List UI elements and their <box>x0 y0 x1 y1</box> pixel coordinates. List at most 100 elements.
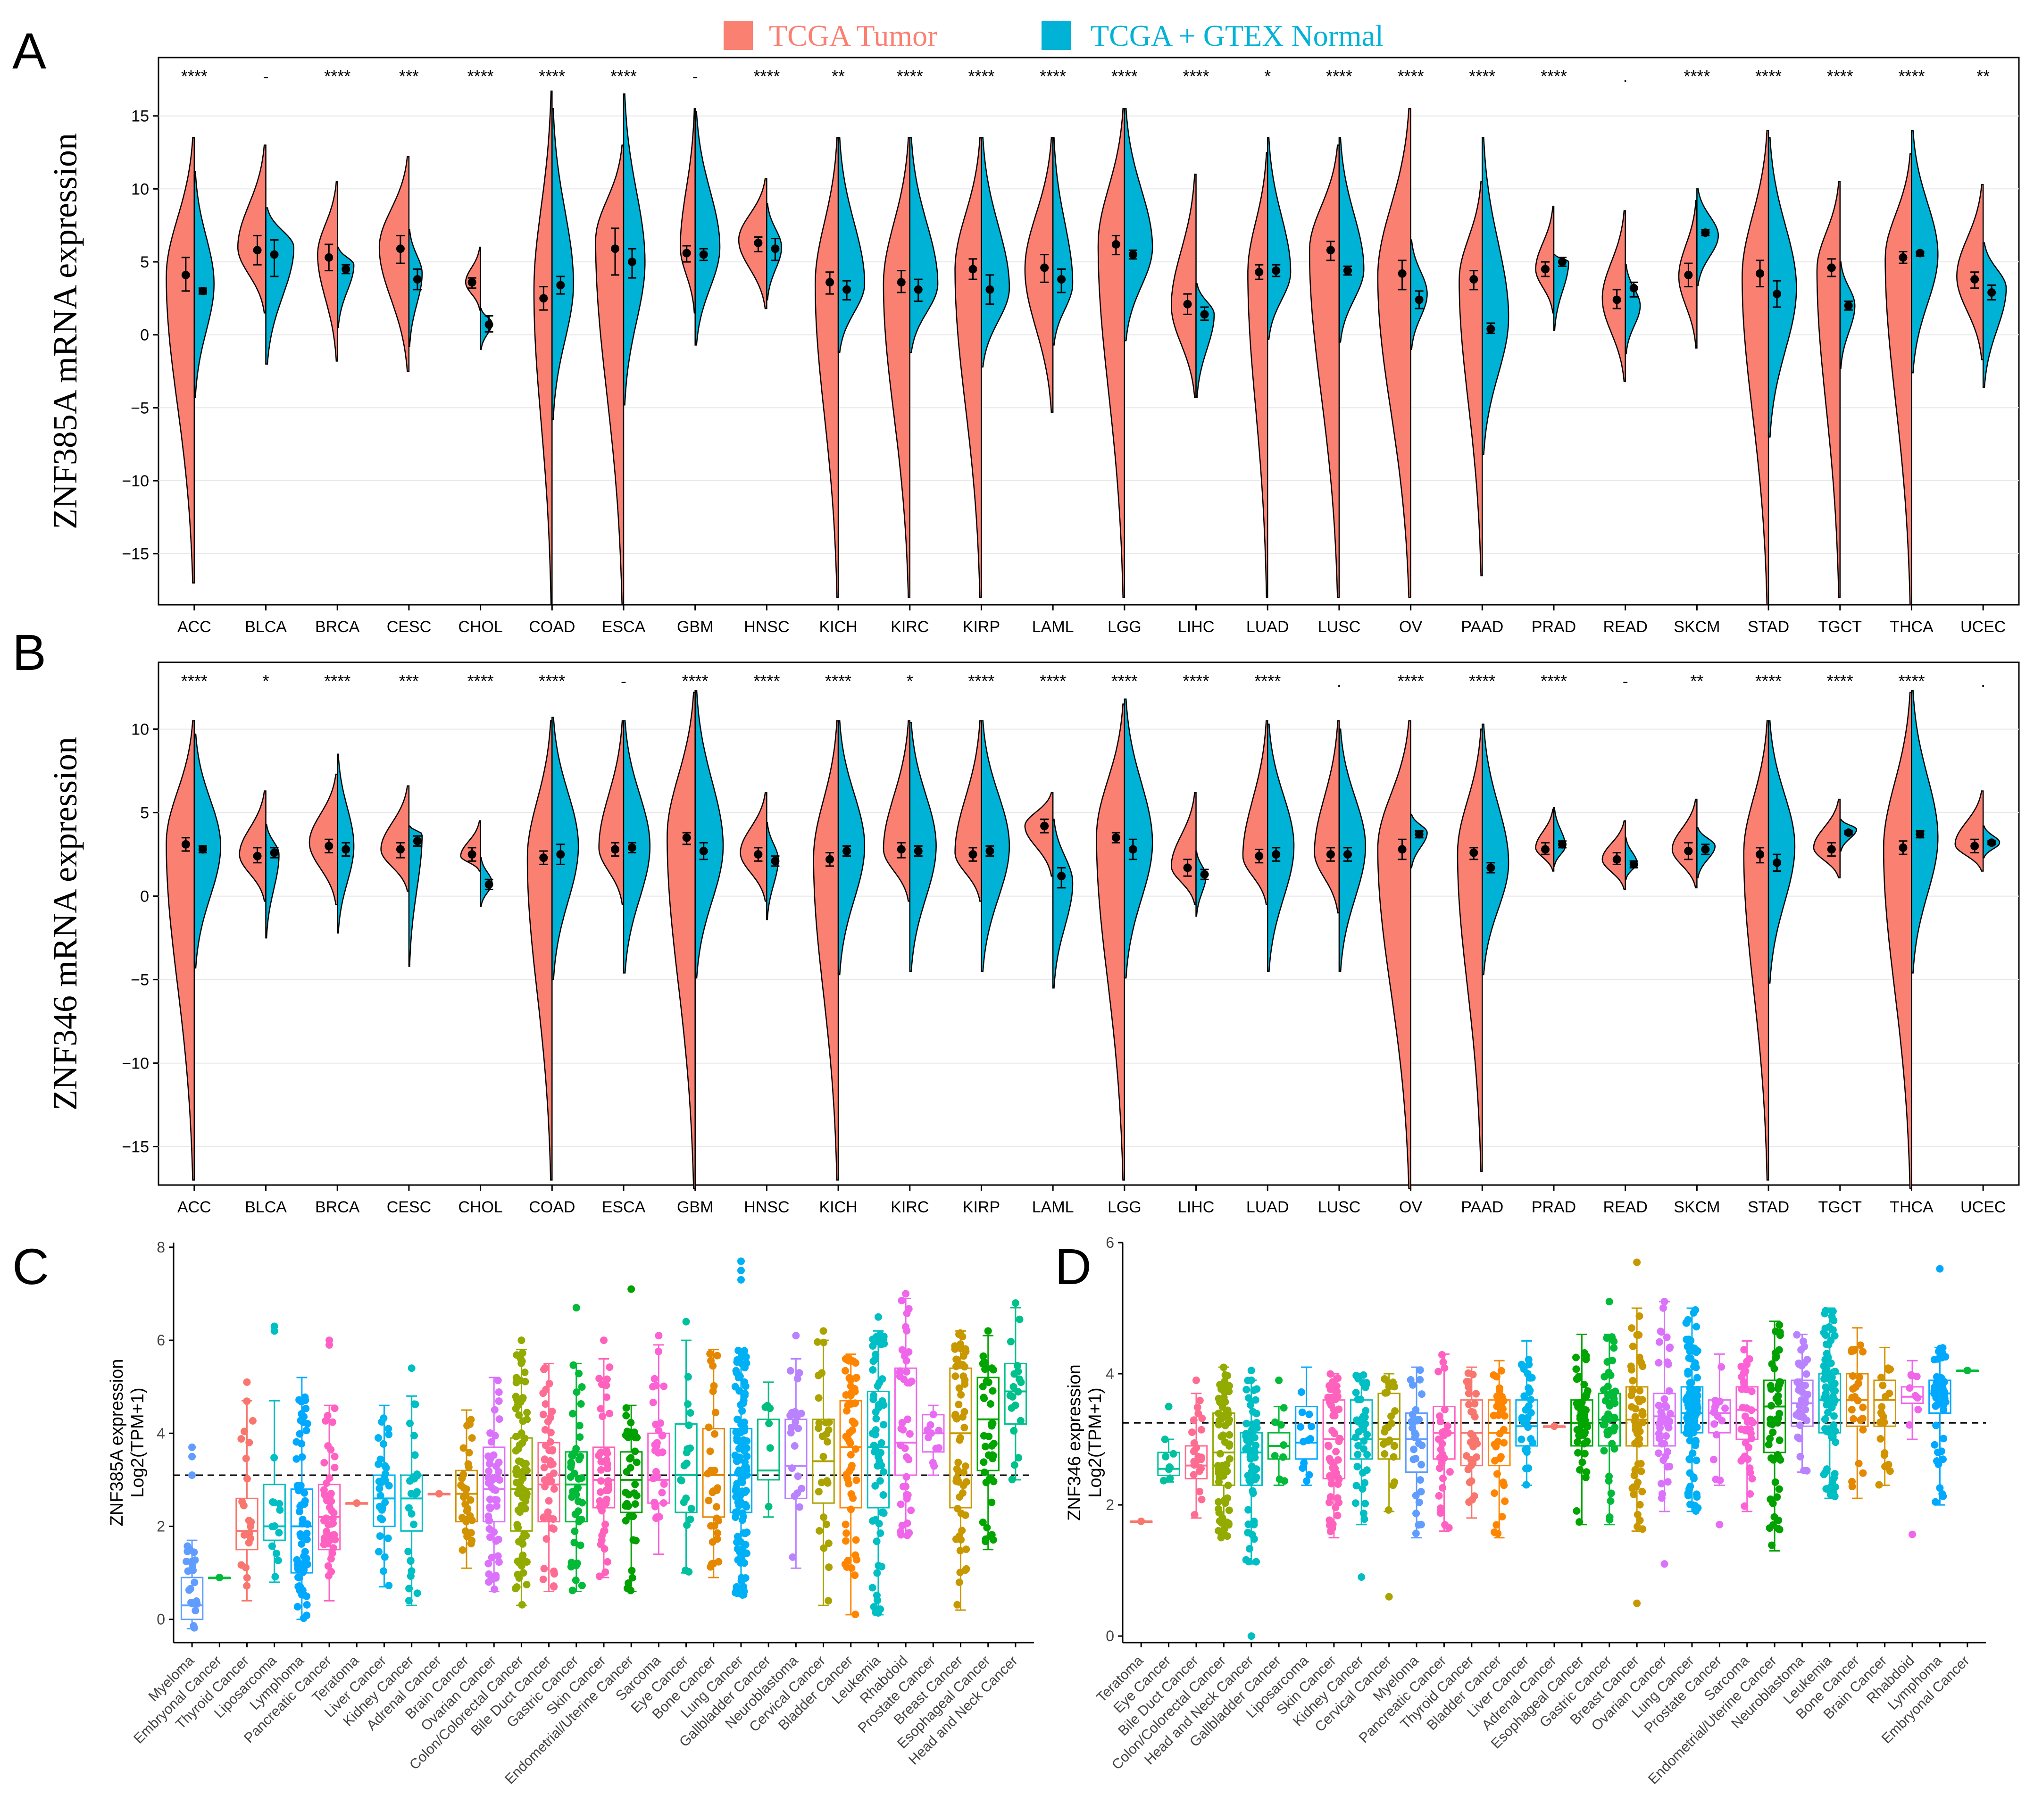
data-point-Leukemia <box>1824 1409 1832 1417</box>
data-point-Bile Duct Cancer <box>1197 1426 1205 1434</box>
data-point-Skin Cancer <box>1327 1401 1335 1409</box>
data-point-Endometrial/Uterine Cancer <box>1768 1541 1776 1549</box>
data-point-Kidney Cancer <box>1362 1379 1370 1387</box>
tick-label-x-LGG: LGG <box>1108 1198 1142 1216</box>
data-point-Pancreatic Cancer <box>1434 1368 1442 1376</box>
data-point-Liposarcoma <box>1298 1408 1306 1416</box>
data-point-Liver Cancer <box>1518 1416 1526 1424</box>
data-point-Bladder Cancer <box>849 1417 857 1425</box>
plot-frame <box>158 57 2020 606</box>
data-point-Head and Neck Cancer <box>1015 1454 1023 1462</box>
data-point-Ovarian Cancer <box>1655 1402 1663 1410</box>
data-point-Pancreatic Cancer <box>1436 1412 1444 1420</box>
data-point-Liposarcoma <box>275 1528 283 1536</box>
violin-tumor-ESCA <box>595 144 625 606</box>
median-point-normal-ESCA <box>628 258 636 267</box>
panel-a-violin-chart: −15 −10 −5 0 5 10 15 ZNF385A mRNA expression ACC… <box>46 57 2020 636</box>
data-point-Skin Cancer <box>599 1412 607 1420</box>
data-point-Pancreatic Cancer <box>1438 1440 1446 1448</box>
data-point-Lymphoma <box>1942 1398 1950 1406</box>
data-point-Endometrial/Uterine Cancer <box>1776 1321 1784 1329</box>
significance-label-KIRP: **** <box>968 671 994 691</box>
data-point-Kidney Cancer <box>411 1451 419 1459</box>
data-point-Neuroblastoma <box>1801 1406 1809 1414</box>
data-point-Gastric Cancer <box>578 1581 586 1589</box>
violin-normal-GBM <box>694 690 724 979</box>
data-point-Cervical Cancer <box>1391 1407 1399 1415</box>
data-point-Bone Cancer <box>706 1350 714 1358</box>
data-point-Head and Neck Cancer <box>1014 1368 1022 1376</box>
data-point-Sarcoma <box>651 1503 659 1511</box>
data-point-Bile Duct Cancer <box>548 1407 556 1415</box>
data-point-Skin Cancer <box>1334 1374 1342 1382</box>
box-Rhabdoid <box>1901 1386 1924 1404</box>
data-point-Lymphoma <box>294 1573 302 1581</box>
data-point-Ovarian Cancer <box>1659 1304 1667 1312</box>
median-point-normal-KIRP <box>985 847 994 856</box>
median-point-normal-KIRC <box>914 285 923 294</box>
data-point-Leukemia <box>876 1477 884 1485</box>
data-point-Bile Duct Cancer <box>1190 1458 1198 1466</box>
data-point-Colon/Colorectal Cancer <box>521 1504 529 1512</box>
data-point-Rhabdoid <box>906 1379 914 1387</box>
box-Ovarian Cancer <box>483 1446 506 1523</box>
outlier-point-Head and Neck Cancer <box>1247 1367 1255 1375</box>
tick-label-x-BRCA: BRCA <box>315 1198 360 1216</box>
median-point-normal-BLCA <box>270 250 279 259</box>
tick-label-x-LAML: LAML <box>1032 1198 1074 1216</box>
data-point-Brain Cancer <box>462 1485 470 1493</box>
median-point-normal-STAD <box>1773 858 1782 867</box>
data-point-Bladder Cancer <box>845 1468 853 1476</box>
median-point-normal-HNSC <box>771 244 780 253</box>
data-point-Bone Cancer <box>711 1430 719 1438</box>
data-point-Lymphoma <box>301 1396 309 1404</box>
data-point-Colon/Colorectal Cancer <box>1215 1509 1223 1517</box>
data-point-Leukemia <box>871 1448 879 1456</box>
data-point-Brain Cancer <box>1882 1393 1890 1401</box>
data-point-Bile Duct Cancer <box>544 1418 552 1426</box>
data-point-Bile Duct Cancer <box>540 1565 548 1573</box>
data-point-Endometrial/Uterine Cancer <box>622 1404 630 1412</box>
median-point-tumor-PRAD <box>1541 845 1550 854</box>
data-point-Breast Cancer <box>1629 1343 1637 1351</box>
box-Bladder Cancer <box>839 1400 862 1509</box>
data-point-Skin Cancer <box>595 1375 603 1383</box>
violin-normal-LGG <box>1124 108 1153 342</box>
data-point-Liver Cancer <box>1524 1370 1532 1378</box>
significance-label-PRAD: **** <box>1541 671 1567 691</box>
data-point-Cervical Cancer <box>824 1438 832 1446</box>
tick-label-x-ESCA: ESCA <box>602 618 646 636</box>
median-point-tumor-OV <box>1398 845 1407 854</box>
tick-label-x-GBM: GBM <box>677 618 713 636</box>
y-axis-label: ZNF385A expressionLog2(TPM+1) <box>107 1359 148 1527</box>
data-point-Breast Cancer <box>952 1535 960 1543</box>
significance-label-LIHC: **** <box>1183 67 1209 86</box>
significance-label-LAML: **** <box>1040 671 1066 691</box>
data-point-Bone Cancer <box>713 1503 721 1511</box>
data-point-Bladder Cancer <box>852 1374 860 1382</box>
data-point-Thyroid Cancer <box>1472 1390 1480 1398</box>
data-point-Breast Cancer <box>951 1372 959 1380</box>
tick-label-y: 0 <box>140 888 149 906</box>
data-point-Colon/Colorectal Cancer <box>1225 1442 1233 1450</box>
violin-tumor-LGG <box>1096 703 1125 1181</box>
median-point-normal-CHOL <box>484 320 493 329</box>
data-point-Sarcoma <box>1737 1457 1745 1465</box>
data-point-Lymphoma <box>1939 1380 1947 1388</box>
data-point-Skin Cancer <box>1335 1405 1343 1413</box>
data-point-Head and Neck Cancer <box>1246 1544 1254 1553</box>
data-point-Ovarian Cancer <box>1660 1418 1668 1426</box>
data-point-Liver Cancer <box>1522 1465 1530 1473</box>
median-point-normal-UCEC <box>1987 288 1996 297</box>
box-Head and Neck Cancer <box>1240 1432 1263 1486</box>
violin-tumor-LAML <box>1024 137 1054 413</box>
data-point-Skin Cancer <box>601 1568 609 1576</box>
data-point-Lymphoma <box>300 1553 308 1561</box>
data-point-Gastric Cancer <box>571 1527 579 1535</box>
data-point-Thyroid Cancer <box>1465 1389 1473 1397</box>
data-point-Myeloma <box>1417 1487 1425 1495</box>
data-point-Leukemia <box>875 1457 884 1465</box>
data-point-Leukemia <box>869 1342 877 1350</box>
violin-tumor-GBM <box>667 692 696 1189</box>
data-point-Colon/Colorectal Cancer <box>513 1521 521 1529</box>
